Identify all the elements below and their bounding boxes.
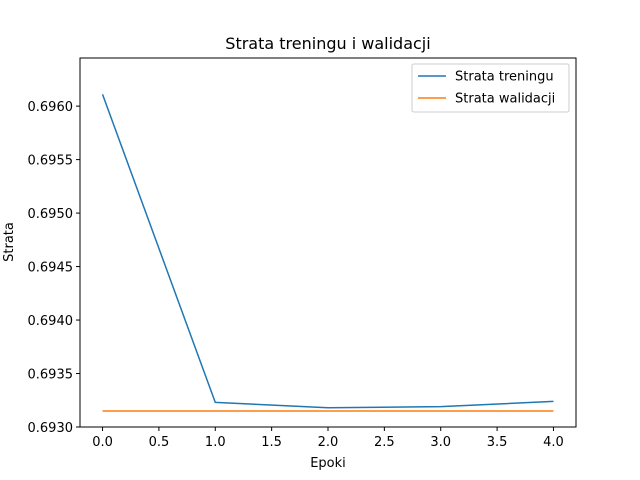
series-line-1 <box>101 94 554 409</box>
x-tick-label: 2.0 <box>318 435 339 450</box>
legend-label-2: Strata walidacji <box>455 92 555 107</box>
y-tick-label: 0.6935 <box>28 368 74 383</box>
y-tick-label: 0.6955 <box>28 154 74 169</box>
x-tick-label: 3.5 <box>487 435 508 450</box>
x-axis: 0.0 0.5 1.0 1.5 2.0 2.5 3.0 3.5 4.0 <box>92 427 564 450</box>
series-layer <box>101 94 554 412</box>
x-axis-title: Epoki <box>310 456 346 471</box>
y-tick-label: 0.6945 <box>28 261 74 276</box>
legend-box <box>411 63 570 113</box>
y-axis-title: Strata <box>2 222 17 262</box>
y-axis: 0.6930 0.6935 0.6940 0.6945 0.6950 0.6955 0.69… <box>28 100 80 436</box>
x-tick-label: 3.0 <box>430 435 451 450</box>
x-tick-label: 1.5 <box>261 435 282 450</box>
x-tick-label: 1.0 <box>205 435 226 450</box>
y-tick-label: 0.6940 <box>28 314 74 329</box>
x-tick-label: 0.0 <box>92 435 113 450</box>
x-tick-label: 0.5 <box>149 435 170 450</box>
x-tick-label: 4.0 <box>543 435 564 450</box>
chart-title: Strata treningu i walidacji <box>225 34 430 53</box>
y-tick-label: 0.6960 <box>28 100 74 115</box>
y-tick-label: 0.6950 <box>28 207 74 222</box>
x-tick-label: 2.5 <box>374 435 395 450</box>
legend: Strata treningu Strata walidacji <box>411 63 570 113</box>
legend-label-1: Strata treningu <box>455 70 554 85</box>
y-tick-label: 0.6930 <box>28 421 74 436</box>
